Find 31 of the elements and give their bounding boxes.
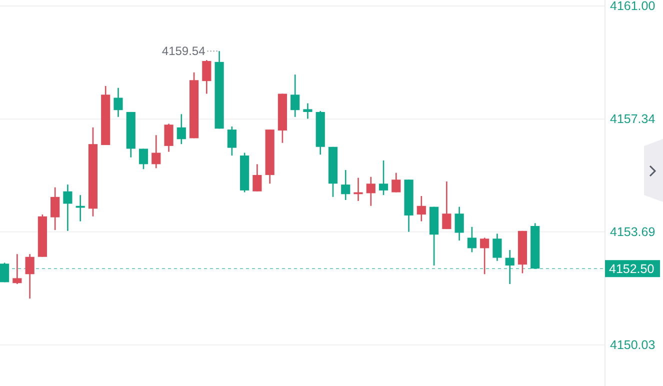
candlestick [227,126,236,156]
candlestick [492,233,502,262]
candlestick [290,74,300,118]
candlestick [152,134,161,169]
candlestick [378,160,388,196]
y-tick-label: 4150.03 [610,338,656,352]
candlestick [176,113,186,145]
candlestick [416,195,426,222]
candlestick [303,102,312,120]
candlestick [25,253,34,300]
y-tick-label: 4157.34 [610,112,656,126]
ref-line-label: 4152.50 [609,262,654,276]
candlestick [480,237,490,275]
candlestick [138,148,148,170]
candlestick [366,176,376,207]
candlestick [454,206,464,242]
candlestick [392,172,401,193]
y-tick-label: 4161.00 [610,0,656,13]
candlestick [114,87,123,118]
candlestick [467,226,476,253]
candlestick [164,123,174,152]
candlestick [63,184,72,232]
candlestick [252,164,262,192]
y-tick-label: 4153.69 [610,224,656,239]
candlestick [202,59,212,94]
candlestick [442,180,452,230]
candlestick [341,169,350,201]
candlestick [12,253,22,285]
annotation: 4159.54 [162,44,206,58]
candlestick [0,262,10,283]
candlestick [50,186,60,231]
